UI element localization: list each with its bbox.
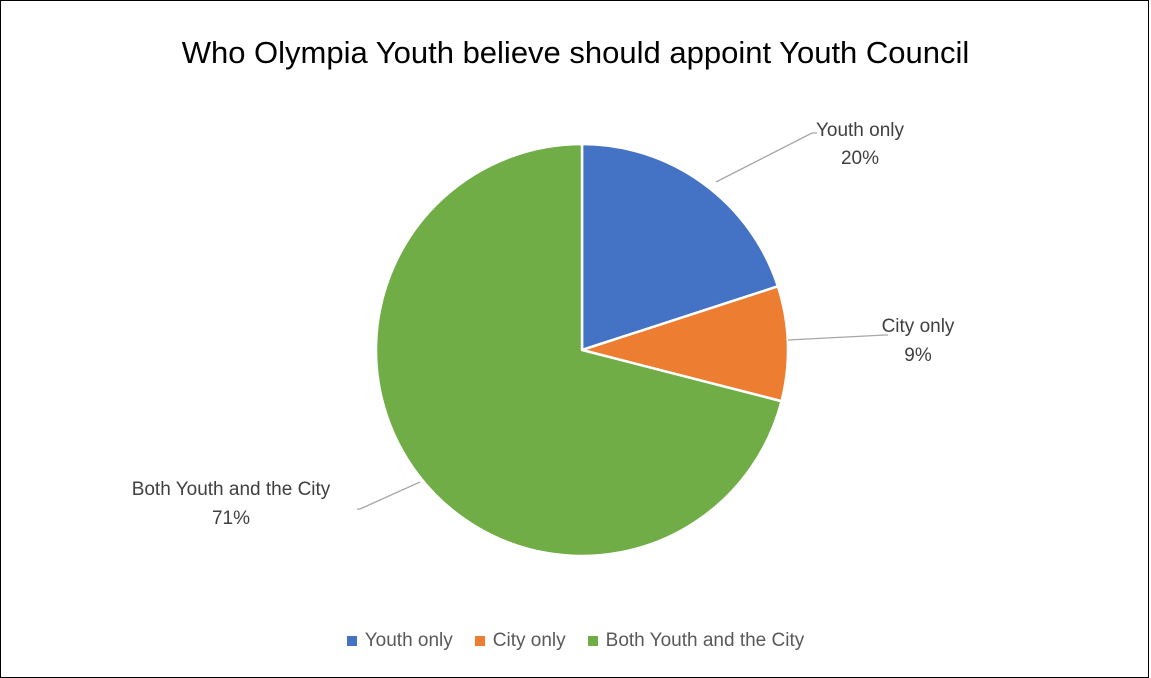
- data-label-percent-youth-only: 20%: [841, 148, 879, 169]
- data-label-name-both-youth-and-the-city: Both Youth and the City: [132, 479, 331, 500]
- legend-item-both: Both Youth and the City: [587, 630, 805, 652]
- leader-lines: [357, 132, 888, 510]
- chart-legend: Youth only City only Both Youth and the …: [0, 630, 1151, 652]
- legend-item-youth-only: Youth only: [346, 630, 453, 652]
- legend-swatch-city-only: [474, 636, 485, 646]
- leader-line-city-only: [787, 334, 888, 341]
- leader-line-both-youth-and-the-city: [357, 481, 421, 510]
- pie-slices: [374, 142, 790, 558]
- pie-slice-youth-only: [580, 142, 780, 352]
- data-label-percent-city-only: 9%: [904, 345, 932, 366]
- data-label-name-city-only: City only: [882, 316, 955, 337]
- data-label-percent-both-youth-and-the-city: 71%: [212, 508, 250, 529]
- legend-item-city-only: City only: [474, 630, 566, 652]
- legend-label-youth-only: Youth only: [364, 630, 453, 651]
- pie-slice-both-youth-and-the-city: [374, 142, 783, 558]
- legend-label-both: Both Youth and the City: [605, 630, 805, 651]
- chart-title: Who Olympia Youth believe should appoint…: [181, 35, 970, 70]
- leader-line-youth-only: [715, 132, 817, 183]
- slice-labels: Youth only 20% City only 9% Both Youth and t…: [132, 120, 955, 529]
- legend-label-city-only: City only: [492, 630, 566, 651]
- data-label-name-youth-only: Youth only: [816, 120, 905, 141]
- pie-slice-city-only: [580, 285, 790, 403]
- legend-swatch-both: [587, 636, 598, 646]
- legend-swatch-youth-only: [346, 636, 357, 646]
